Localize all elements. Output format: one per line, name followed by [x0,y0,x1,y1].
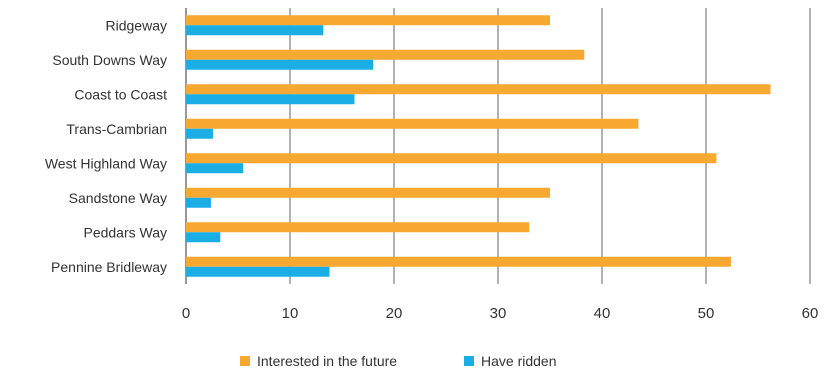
bar-have-ridden-west-highland-way [186,163,244,174]
tick-label: 0 [182,305,190,322]
tick-label: 50 [698,305,715,322]
legend-label: Interested in the future [257,353,397,369]
bar-interested-in-the-future-sandstone-way [186,187,550,198]
category-label: Coast to Coast [74,86,167,102]
bar-have-ridden-peddars-way [186,232,221,243]
category-labels: Ridgeway South Downs Way Coast to Coast Tra… [45,17,167,275]
bar-interested-in-the-future-trans-cambrian [186,118,639,129]
legend: Interested in the future Have ridden [240,353,557,369]
bar-interested-in-the-future-south-downs-way [186,49,585,60]
bars [186,15,771,277]
category-label: South Downs Way [52,52,167,68]
bar-interested-in-the-future-west-highland-way [186,153,717,164]
legend-swatch [240,356,250,366]
category-label: Peddars Way [83,224,167,240]
bar-interested-in-the-future-pennine-bridleway [186,256,731,267]
category-label: West Highland Way [45,155,167,171]
legend-label: Have ridden [481,353,557,369]
bar-have-ridden-trans-cambrian [186,128,214,139]
bar-have-ridden-sandstone-way [186,197,211,208]
gridlines [185,8,811,284]
category-label: Pennine Bridleway [51,259,167,275]
category-label: Trans-Cambrian [66,121,167,137]
tick-label: 20 [386,305,403,322]
tick-label: 30 [490,305,507,322]
bar-interested-in-the-future-peddars-way [186,222,530,233]
bar-have-ridden-pennine-bridleway [186,266,330,277]
tick-label: 10 [282,305,299,322]
bar-have-ridden-ridgeway [186,25,324,36]
bar-have-ridden-coast-to-coast [186,94,355,105]
bar-interested-in-the-future-coast-to-coast [186,84,771,95]
category-label: Ridgeway [106,17,167,33]
bar-interested-in-the-future-ridgeway [186,15,550,26]
legend-swatch [464,356,474,366]
tick-label: 60 [802,305,819,322]
tick-label: 40 [594,305,611,322]
bar-have-ridden-south-downs-way [186,59,374,70]
x-axis-ticks: 0 10 20 30 40 50 60 [182,305,819,322]
category-label: Sandstone Way [69,190,167,206]
